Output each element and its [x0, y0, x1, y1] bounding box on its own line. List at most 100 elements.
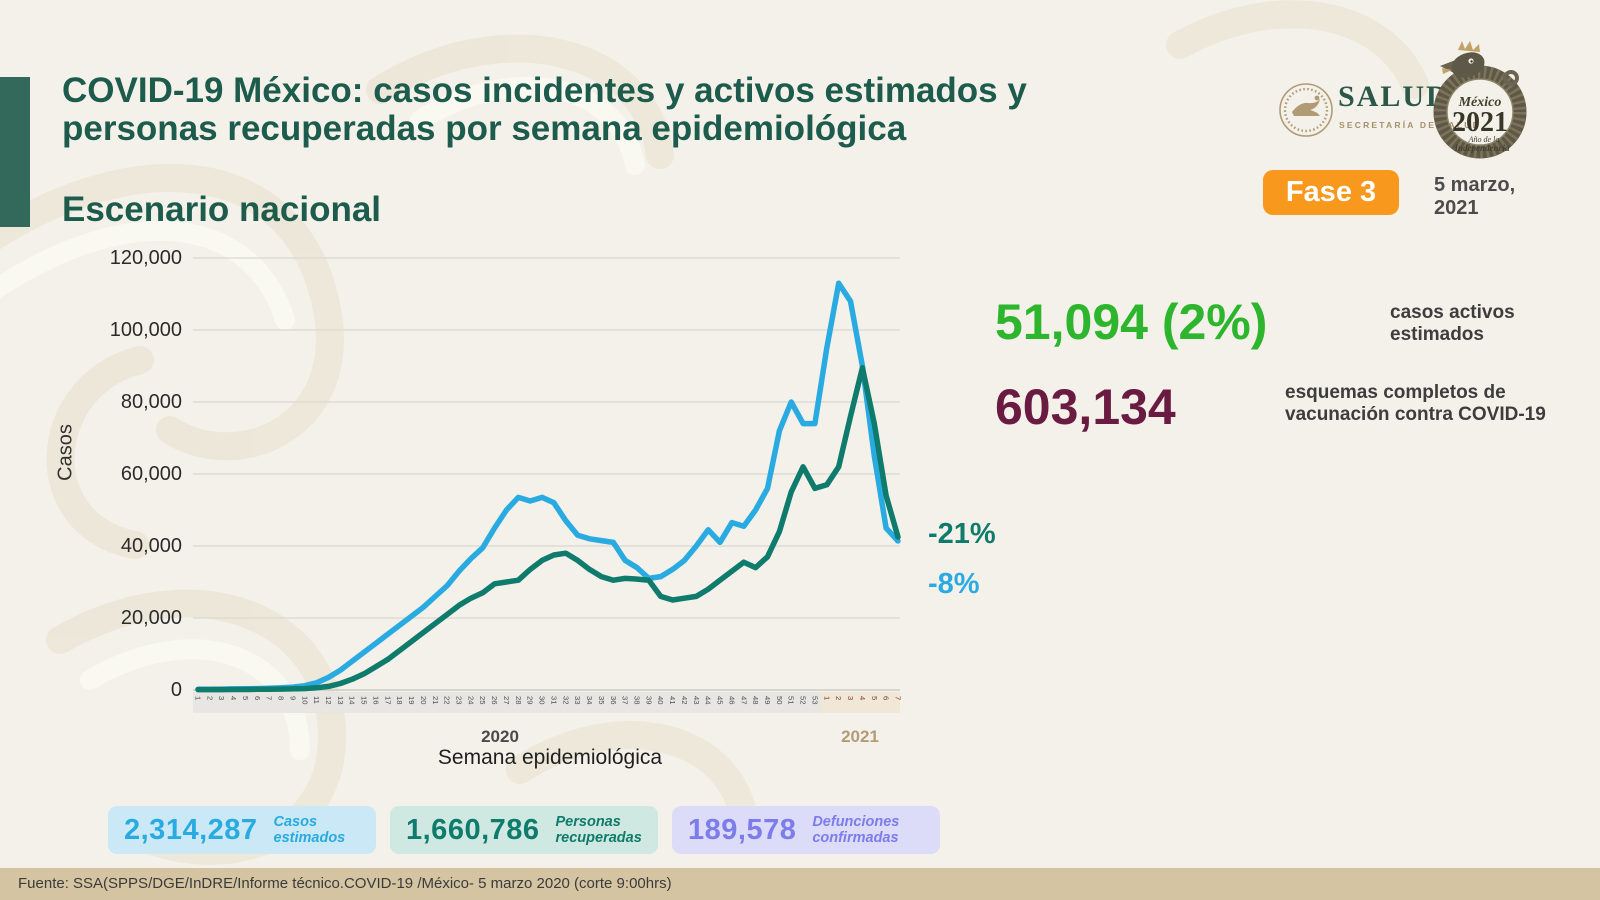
x-band-2021: [820, 692, 900, 713]
week-label: 30: [538, 696, 547, 704]
badge-casos-estimados-value: 2,314,287: [124, 813, 258, 846]
week-label: 51: [787, 696, 796, 704]
badge-defunciones-label-line1: Defunciones: [812, 814, 900, 830]
week-label: 18: [395, 696, 404, 704]
x-band-2020: [193, 692, 821, 713]
serpent-head-icon: [1440, 41, 1519, 86]
week-label: 27: [502, 696, 511, 704]
week-label: 17: [383, 696, 392, 704]
badge-personas-recuperadas: 1,660,786 Personas recuperadas: [390, 806, 658, 854]
week-label: 13: [336, 696, 345, 704]
vaccination-label-line1: esquemas completos de: [1285, 382, 1506, 403]
week-label: 7: [265, 696, 274, 700]
week-label: 2: [205, 696, 214, 700]
week-label: 6: [882, 696, 891, 700]
badge-casos-estimados-label: Casos estimados: [274, 814, 346, 846]
mexico-2021-sub1-label: Año de la: [1468, 135, 1500, 144]
badge-casos-label-line1: Casos: [273, 814, 318, 830]
week-label: 48: [751, 696, 760, 704]
annotation-casos-change: -8%: [928, 568, 980, 600]
vaccination-label: esquemas completos de vacunación contra …: [1285, 382, 1546, 426]
y-tick-label: 60,000: [120, 463, 182, 485]
mexico-2021-country-label: México: [1458, 95, 1502, 110]
week-label: 4: [229, 696, 238, 700]
y-tick-label: 40,000: [120, 535, 182, 557]
week-label: 33: [573, 696, 582, 704]
week-label: 7: [894, 696, 903, 700]
active-cases-label-line2: estimados: [1390, 324, 1484, 345]
vaccination-value: 603,134: [995, 379, 1176, 435]
page-title: COVID-19 México: casos incidentes y acti…: [62, 72, 1172, 148]
annotation-recuperadas-change: -21%: [928, 518, 996, 550]
salud-logo: SALUD SECRETARÍA DE SALUD: [1258, 80, 1488, 150]
week-label: 40: [656, 696, 665, 704]
y-tick-label: 80,000: [120, 391, 182, 413]
badge-casos-label-line2: estimados: [273, 830, 346, 846]
source-footer: Fuente: SSA(SPPS/DGE/InDRE/Informe técni…: [0, 868, 1600, 900]
salud-secretaria-label: SECRETARÍA DE SALUD: [1339, 120, 1481, 130]
page-title-line1: COVID-19 México: casos incidentes y acti…: [62, 71, 1027, 110]
y-tick-label: 0: [170, 679, 182, 701]
week-label: 46: [727, 696, 736, 704]
mexico-2021-logo: México 2021 Año de la Independencia: [1433, 41, 1527, 159]
week-label: 26: [490, 696, 499, 704]
week-label: 50: [775, 696, 784, 704]
active-cases-value: 51,094 (2%): [995, 294, 1268, 350]
y-tick-label: 100,000: [109, 319, 182, 341]
summary-badges: 2,314,287 Casos estimados 1,660,786 Pers…: [108, 806, 940, 854]
week-label: 1: [194, 696, 203, 700]
week-label: 9: [288, 696, 297, 700]
x-axis-year-2021: 2021: [841, 727, 879, 746]
week-label: 8: [277, 696, 286, 700]
page-title-line2: personas recuperadas por semana epidemio…: [62, 109, 907, 148]
week-label: 23: [455, 696, 464, 704]
x-axis-title: Semana epidemiológica: [437, 746, 663, 769]
week-label: 43: [692, 696, 701, 704]
y-tick-label: 20,000: [120, 607, 182, 629]
week-label: 24: [466, 696, 475, 704]
salud-wordmark: SALUD: [1338, 80, 1450, 113]
y-tick-label: 120,000: [109, 247, 182, 269]
badge-personas-recuperadas-value: 1,660,786: [406, 813, 540, 846]
date-line2: 2021: [1434, 197, 1479, 219]
date-label: 5 marzo, 2021: [1434, 174, 1515, 220]
week-label: 16: [372, 696, 381, 704]
week-label: 47: [739, 696, 748, 704]
week-label: 5: [241, 696, 250, 700]
left-accent-bar: [0, 77, 30, 227]
series-line-1: [195, 365, 901, 693]
week-label: 36: [609, 696, 618, 704]
week-label: 14: [348, 696, 357, 704]
week-label: 29: [526, 696, 535, 704]
phase-badge: Fase 3: [1263, 170, 1399, 215]
week-label: 49: [763, 696, 772, 704]
week-label: 4: [858, 696, 867, 700]
week-label: 28: [514, 696, 523, 704]
badge-defunciones-confirmadas: 189,578 Defunciones confirmadas: [672, 806, 940, 854]
badge-defunciones-label-line2: confirmadas: [812, 830, 899, 846]
week-label: 31: [549, 696, 558, 704]
page-subtitle: Escenario nacional: [62, 190, 382, 229]
vaccination-label-line2: vacunación contra COVID-19: [1285, 404, 1546, 425]
active-cases-label-line1: casos activos: [1390, 302, 1515, 323]
week-label: 21: [431, 696, 440, 704]
badge-casos-estimados: 2,314,287 Casos estimados: [108, 806, 376, 854]
date-line1: 5 marzo,: [1434, 174, 1516, 196]
salud-eagle-seal-icon: [1279, 83, 1333, 137]
week-label: 12: [324, 696, 333, 704]
week-label: 19: [407, 696, 416, 704]
active-cases-label: casos activos estimados: [1390, 302, 1515, 346]
week-label: 22: [443, 696, 452, 704]
week-label: 25: [478, 696, 487, 704]
week-label: 42: [680, 696, 689, 704]
week-label: 3: [217, 696, 226, 700]
week-label: 44: [704, 696, 713, 704]
week-label: 45: [716, 696, 725, 704]
week-label: 11: [312, 696, 321, 704]
badge-personas-recuperadas-label: Personas recuperadas: [556, 814, 642, 846]
week-label: 10: [300, 696, 309, 704]
week-label: 53: [810, 696, 819, 704]
week-label: 35: [597, 696, 606, 704]
